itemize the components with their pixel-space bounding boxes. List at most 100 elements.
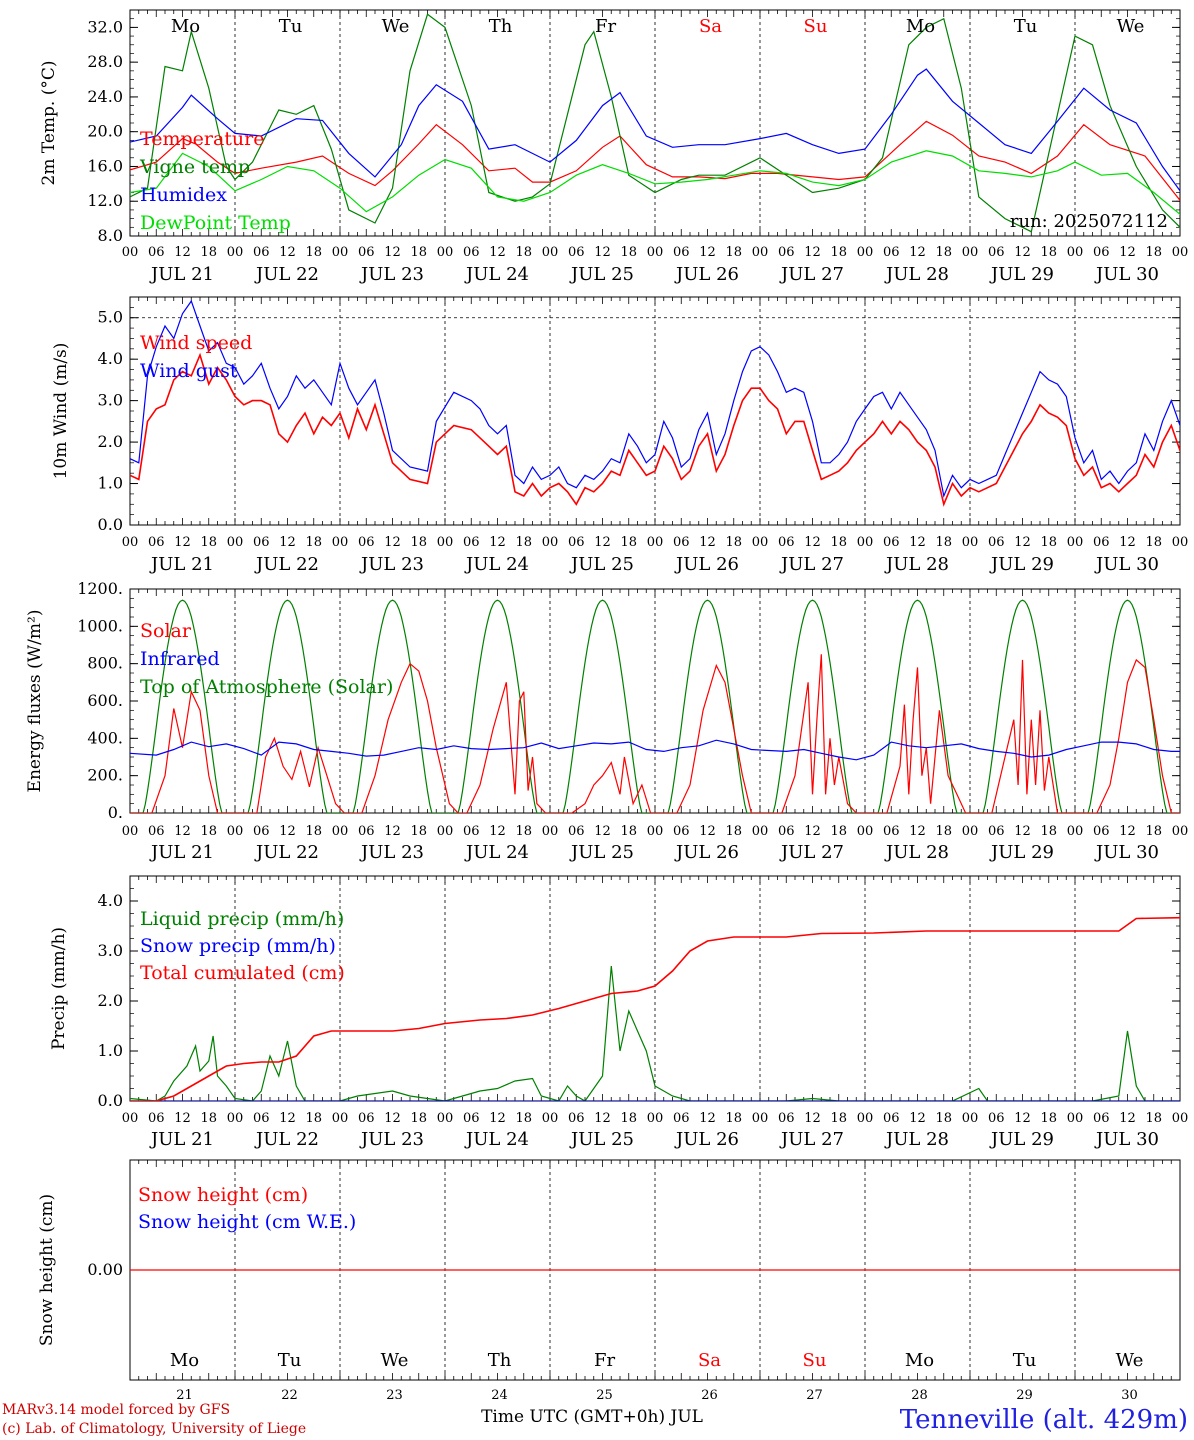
legend-entry: Wind gust [140, 360, 238, 382]
series-line [130, 739, 1180, 761]
weekday-label: Mo [171, 16, 200, 37]
weekday-label: Su [804, 16, 828, 37]
hour-tick-label: 00 [542, 245, 559, 260]
hour-tick-label: 12 [699, 245, 716, 260]
hour-tick-label: 06 [673, 535, 690, 550]
y-tick-label: 3.0 [98, 941, 123, 960]
hour-tick-label: 12 [909, 1111, 926, 1126]
series-line [130, 150, 1180, 216]
hour-tick-label: 12 [909, 824, 926, 839]
hour-tick-label: 18 [200, 824, 217, 839]
y-tick-label: 400. [87, 728, 123, 747]
hour-tick-label: 00 [752, 1111, 769, 1126]
date-label: JUL 30 [1094, 554, 1159, 575]
hour-tick-label: 06 [988, 535, 1005, 550]
hour-tick-label: 18 [200, 535, 217, 550]
hour-tick-label: 12 [909, 535, 926, 550]
legend-entry: Solar [140, 620, 192, 642]
hour-tick-label: 12 [1119, 824, 1136, 839]
weekday-label: Tu [279, 16, 303, 37]
weekday-label: Tu [1014, 16, 1038, 37]
legend-entry: Humidex [140, 184, 227, 206]
hour-tick-label: 18 [725, 824, 742, 839]
legend-entry: Snow precip (mm/h) [140, 935, 336, 957]
date-label: JUL 29 [989, 842, 1054, 863]
hour-tick-label: 18 [830, 535, 847, 550]
day-number-label: 27 [806, 1388, 823, 1403]
date-label: JUL 30 [1094, 842, 1159, 863]
hour-tick-label: 06 [988, 824, 1005, 839]
date-label: JUL 28 [884, 842, 949, 863]
hour-tick-label: 00 [227, 535, 244, 550]
hour-tick-label: 12 [594, 1111, 611, 1126]
hour-tick-label: 12 [699, 824, 716, 839]
y-tick-label: 0.0 [98, 515, 123, 534]
weekday-label: Fr [595, 16, 616, 37]
hour-tick-label: 18 [410, 535, 427, 550]
hour-tick-label: 00 [542, 824, 559, 839]
hour-tick-label: 12 [279, 535, 296, 550]
series-line [130, 299, 1180, 499]
weekday-label: We [1116, 1350, 1144, 1371]
legend-entry: Total cumulated (cm) [140, 962, 345, 984]
hour-tick-label: 12 [384, 824, 401, 839]
date-label: JUL 27 [779, 842, 844, 863]
hour-tick-label: 00 [437, 245, 454, 260]
date-label: JUL 22 [254, 842, 319, 863]
date-label: JUL 29 [989, 1129, 1054, 1150]
weekday-label: Su [803, 1350, 827, 1371]
hour-tick-label: 12 [1014, 535, 1031, 550]
series-line [130, 13, 1180, 233]
hour-tick-label: 00 [437, 1111, 454, 1126]
hour-tick-label: 06 [1093, 535, 1110, 550]
day-number-label: 24 [491, 1388, 508, 1403]
day-number-label: 22 [281, 1388, 298, 1403]
hour-tick-label: 18 [935, 535, 952, 550]
hour-tick-label: 06 [568, 1111, 585, 1126]
hour-tick-label: 18 [515, 535, 532, 550]
date-label: JUL 22 [254, 264, 319, 285]
hour-tick-label: 00 [962, 824, 979, 839]
date-label: JUL 30 [1094, 1129, 1159, 1150]
hour-tick-label: 00 [1172, 245, 1189, 260]
weekday-label: Mo [906, 16, 935, 37]
hour-tick-label: 00 [332, 535, 349, 550]
hour-tick-label: 12 [279, 824, 296, 839]
day-number-label: 23 [386, 1388, 403, 1403]
date-label: JUL 28 [884, 264, 949, 285]
y-axis-title: Precip (mm/h) [49, 927, 69, 1050]
run-label: run: 2025072112 [1010, 211, 1168, 232]
hour-tick-label: 06 [778, 824, 795, 839]
panel-3: 0. 200. 400. 600. 800. 1000. 1200. Energy fluxe… [25, 579, 1188, 863]
hour-tick-label: 00 [542, 1111, 559, 1126]
hour-tick-label: 18 [725, 1111, 742, 1126]
hour-tick-label: 06 [148, 824, 165, 839]
hour-tick-label: 12 [804, 535, 821, 550]
date-label: JUL 24 [464, 842, 529, 863]
weekday-label: Th [489, 16, 513, 37]
hour-tick-label: 06 [673, 1111, 690, 1126]
hour-tick-label: 06 [253, 824, 270, 839]
hour-tick-label: 00 [962, 245, 979, 260]
y-axis-title: Energy fluxes (W/m²) [25, 610, 45, 793]
hour-tick-label: 06 [148, 245, 165, 260]
hour-tick-label: 00 [752, 535, 769, 550]
hour-tick-label: 00 [857, 1111, 874, 1126]
hour-tick-label: 18 [410, 245, 427, 260]
hour-tick-label: 06 [778, 535, 795, 550]
hour-tick-label: 12 [489, 824, 506, 839]
y-tick-label: 1.0 [98, 474, 123, 493]
hour-tick-label: 06 [358, 824, 375, 839]
hour-tick-label: 06 [1093, 824, 1110, 839]
hour-tick-label: 12 [174, 535, 191, 550]
hour-tick-label: 12 [1014, 245, 1031, 260]
hour-tick-label: 18 [620, 824, 637, 839]
date-label: JUL 26 [674, 842, 739, 863]
date-label: JUL 24 [464, 1129, 529, 1150]
weekday-label: Tu [1013, 1350, 1037, 1371]
date-label: JUL 29 [989, 264, 1054, 285]
weekday-label: Sa [698, 1350, 721, 1371]
date-label: JUL 30 [1094, 264, 1159, 285]
hour-tick-label: 12 [1014, 824, 1031, 839]
hour-tick-label: 06 [253, 535, 270, 550]
